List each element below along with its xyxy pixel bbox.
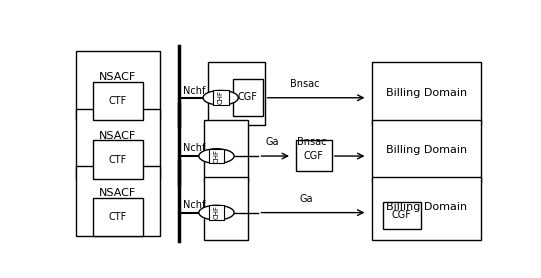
Text: Nchf: Nchf xyxy=(183,200,205,210)
Text: Bnsac: Bnsac xyxy=(298,137,327,147)
Bar xyxy=(93,140,143,179)
Text: Bnsac: Bnsac xyxy=(290,79,319,89)
Text: Billing Domain: Billing Domain xyxy=(386,202,467,212)
Bar xyxy=(233,80,262,116)
Bar xyxy=(76,109,160,179)
Text: CGF: CGF xyxy=(392,210,412,220)
Circle shape xyxy=(203,90,238,105)
Circle shape xyxy=(199,205,234,220)
Bar xyxy=(208,62,265,125)
Bar xyxy=(213,90,229,105)
Text: CTF: CTF xyxy=(109,96,127,106)
Bar xyxy=(204,177,248,240)
Text: CHF: CHF xyxy=(214,205,220,219)
Bar xyxy=(372,177,480,240)
Text: Ga: Ga xyxy=(266,137,279,147)
Bar xyxy=(93,82,143,120)
Bar xyxy=(372,120,480,182)
Text: CHF: CHF xyxy=(214,149,220,163)
Bar xyxy=(76,51,160,120)
Text: CTF: CTF xyxy=(109,212,127,222)
Text: Billing Domain: Billing Domain xyxy=(386,145,467,155)
Text: CTF: CTF xyxy=(109,155,127,165)
Bar xyxy=(383,202,421,229)
Bar xyxy=(204,120,248,182)
Bar xyxy=(93,198,143,236)
Text: NSACF: NSACF xyxy=(100,131,136,141)
Text: Nchf: Nchf xyxy=(183,143,205,153)
Bar xyxy=(208,205,225,220)
Circle shape xyxy=(199,149,234,163)
Bar xyxy=(296,140,332,171)
Bar xyxy=(372,62,480,125)
Text: Nchf: Nchf xyxy=(183,86,205,96)
Bar xyxy=(208,148,225,163)
Text: CGF: CGF xyxy=(238,92,258,102)
Text: Ga: Ga xyxy=(299,194,313,204)
Text: NSACF: NSACF xyxy=(100,188,136,198)
Bar xyxy=(76,167,160,236)
Text: CGF: CGF xyxy=(304,150,324,160)
Text: CHF: CHF xyxy=(217,90,223,105)
Text: NSACF: NSACF xyxy=(100,72,136,82)
Text: Billing Domain: Billing Domain xyxy=(386,88,467,98)
